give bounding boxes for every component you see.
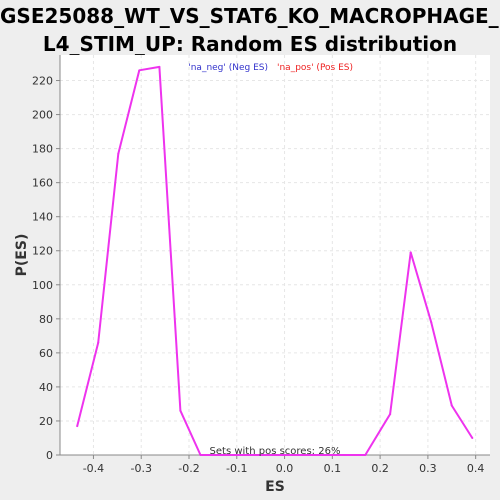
y-tick-label: 0 bbox=[46, 449, 53, 462]
data-point bbox=[364, 454, 367, 456]
x-tick-label: 0.0 bbox=[276, 462, 294, 475]
y-tick-label: 220 bbox=[32, 75, 53, 88]
series-layer bbox=[76, 65, 474, 456]
data-point bbox=[389, 413, 392, 416]
y-tick-label: 100 bbox=[32, 279, 53, 292]
data-point bbox=[450, 404, 453, 407]
data-point bbox=[343, 454, 346, 456]
y-tick-label: 140 bbox=[32, 211, 53, 224]
legend-item: 'na_pos' (Pos ES) bbox=[277, 63, 353, 73]
x-tick-label: -0.4 bbox=[83, 462, 104, 475]
data-point bbox=[282, 454, 285, 456]
plot-area bbox=[60, 55, 490, 455]
y-axis-title: P(ES) bbox=[14, 234, 30, 277]
x-tick-label: -0.3 bbox=[130, 462, 151, 475]
data-point bbox=[138, 69, 141, 72]
x-tick-label: -0.1 bbox=[226, 462, 247, 475]
x-tick-label: 0.4 bbox=[467, 462, 485, 475]
y-tick-label: 180 bbox=[32, 143, 53, 156]
chart-title-line-1: GSE25088_WT_VS_STAT6_KO_MACROPHAGE_I bbox=[0, 4, 500, 28]
data-point bbox=[471, 436, 474, 439]
data-point bbox=[76, 425, 79, 428]
data-point bbox=[199, 454, 202, 456]
x-tick-label: 0.3 bbox=[419, 462, 437, 475]
legend-item: 'na_neg' (Neg ES) bbox=[188, 63, 268, 73]
y-tick-label: 40 bbox=[39, 381, 53, 394]
pos-scores-annotation: Sets with pos scores: 26% bbox=[210, 446, 341, 457]
legend: 'na_neg' (Neg ES) 'na_pos' (Pos ES) bbox=[188, 63, 353, 73]
y-tick-label: 20 bbox=[39, 415, 53, 428]
data-point bbox=[302, 454, 305, 456]
y-tick-label: 60 bbox=[39, 347, 53, 360]
data-point bbox=[117, 152, 120, 155]
data-point bbox=[97, 341, 100, 344]
grid bbox=[60, 55, 490, 456]
data-point bbox=[409, 251, 412, 254]
y-tick-label: 80 bbox=[39, 313, 53, 326]
x-tick-label: 0.1 bbox=[324, 462, 342, 475]
x-tick-label: -0.2 bbox=[178, 462, 199, 475]
y-tick-label: 120 bbox=[32, 245, 53, 258]
data-point bbox=[323, 454, 326, 456]
chart-title-line-2: L4_STIM_UP: Random ES distribution bbox=[42, 32, 458, 56]
data-point bbox=[220, 454, 223, 456]
y-tick-label: 200 bbox=[32, 109, 53, 122]
data-point bbox=[158, 65, 161, 68]
x-tick-label: 0.2 bbox=[371, 462, 389, 475]
chart-title: GSE25088_WT_VS_STAT6_KO_MACROPHAGE_I L4_… bbox=[0, 2, 500, 58]
data-point bbox=[240, 454, 243, 456]
data-point bbox=[179, 409, 182, 412]
data-point bbox=[261, 454, 264, 456]
x-axis-title: ES bbox=[265, 479, 285, 495]
data-point bbox=[430, 321, 433, 324]
es-distribution-line bbox=[76, 65, 474, 456]
y-tick-label: 160 bbox=[32, 177, 53, 190]
